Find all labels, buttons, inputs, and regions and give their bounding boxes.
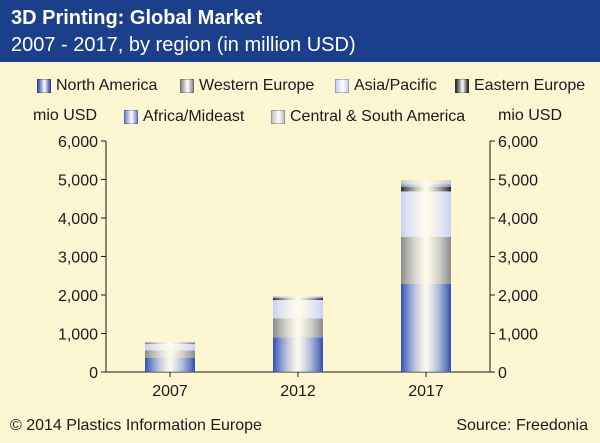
- legend-label: Asia/Pacific: [354, 77, 437, 94]
- chart-header: 3D Printing: Global Market 2007 - 2017, …: [0, 0, 600, 62]
- legend-item-central-south-america: Central & South America: [271, 107, 465, 127]
- bar-segment: [145, 342, 195, 344]
- right-axis-unit: mio USD: [498, 107, 563, 124]
- bar-segment: [273, 297, 323, 299]
- y-tick-label-right: 6,000: [498, 134, 538, 151]
- x-tick-label: 2012: [280, 383, 316, 400]
- x-tick-label: 2017: [408, 383, 444, 400]
- legend-swatch: [124, 110, 138, 124]
- y-tick-label-left: 1,000: [58, 327, 98, 344]
- x-tick-label: 2007: [152, 383, 188, 400]
- bar-segment: [273, 298, 323, 301]
- y-tick-label-right: 4,000: [498, 211, 538, 228]
- legend-item-north-america: North America: [37, 76, 157, 96]
- bar-segment: [401, 283, 451, 372]
- y-tick-label-left: 6,000: [58, 134, 98, 151]
- bar-segment: [401, 236, 451, 284]
- bar-segment: [273, 296, 323, 298]
- copyright-text: © 2014 Plastics Information Europe: [10, 417, 262, 434]
- legend-label: Africa/Mideast: [143, 108, 245, 125]
- y-tick-label-left: 5,000: [58, 173, 98, 190]
- y-tick-label-right: 3,000: [498, 250, 538, 267]
- legend-swatch: [37, 79, 51, 93]
- y-tick-label-left: 2,000: [58, 288, 98, 305]
- chart-title: 3D Printing: Global Market: [11, 7, 263, 29]
- legend-swatch: [180, 79, 194, 93]
- legend-item-asia-pacific: Asia/Pacific: [335, 76, 437, 96]
- chart-subtitle: 2007 - 2017, by region (in million USD): [11, 34, 356, 56]
- y-tick-label-left: 3,000: [58, 250, 98, 267]
- legend-swatch: [271, 110, 285, 124]
- y-tick-label-right: 1,000: [498, 327, 538, 344]
- bar-segment: [401, 180, 451, 185]
- y-tick-label-left: 4,000: [58, 211, 98, 228]
- legend-label: Central & South America: [290, 108, 466, 125]
- bar-segment: [145, 357, 195, 372]
- y-tick-label-right: 5,000: [498, 173, 538, 190]
- left-axis-unit: mio USD: [33, 107, 98, 124]
- source-text: Source: Freedonia: [456, 417, 588, 434]
- y-tick-label-right: 0: [498, 365, 507, 382]
- bar-segment: [273, 337, 323, 372]
- y-tick-label-right: 2,000: [498, 288, 538, 305]
- legend-label: North America: [56, 77, 158, 94]
- legend-label: Eastern Europe: [474, 77, 586, 94]
- legend-item-eastern-europe: Eastern Europe: [455, 76, 585, 96]
- bar-segment: [401, 184, 451, 187]
- bar-segment: [145, 350, 195, 358]
- bar-segment: [401, 186, 451, 192]
- y-tick-label-left: 0: [89, 365, 98, 382]
- bar-segment: [145, 343, 195, 351]
- legend-swatch: [455, 79, 469, 93]
- bar-segment: [273, 318, 323, 338]
- legend-item-africa-mideast: Africa/Mideast: [124, 107, 244, 127]
- legend-label: Western Europe: [199, 77, 315, 94]
- legend-swatch: [335, 79, 349, 93]
- bar-segment: [273, 300, 323, 319]
- bar-segment: [401, 191, 451, 237]
- legend-item-western-europe: Western Europe: [180, 76, 314, 96]
